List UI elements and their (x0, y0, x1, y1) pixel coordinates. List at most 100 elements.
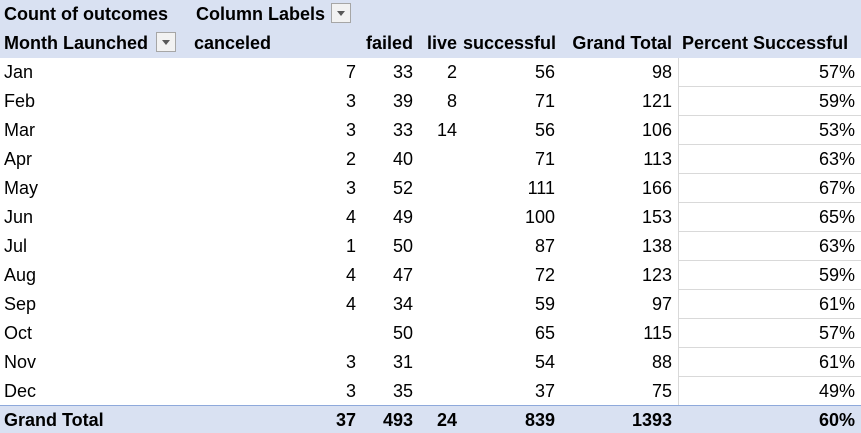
percent-successful-cell[interactable]: 63% (678, 232, 861, 261)
failed-cell[interactable]: 33 (392, 120, 413, 140)
live-cell[interactable]: 14 (436, 120, 457, 140)
month-cell[interactable]: Jan (4, 62, 34, 82)
canceled-cell[interactable]: 1 (345, 236, 356, 256)
grand-total-cell[interactable]: 88 (651, 352, 672, 372)
failed-cell[interactable]: 52 (392, 178, 413, 198)
successful-cell[interactable]: 71 (534, 91, 555, 111)
grand-total-failed[interactable]: 493 (382, 410, 413, 430)
month-cell[interactable]: May (4, 178, 39, 198)
live-cell[interactable] (419, 203, 463, 232)
month-cell[interactable]: Mar (4, 120, 35, 140)
month-cell[interactable]: Oct (4, 323, 33, 343)
successful-cell[interactable]: 87 (534, 236, 555, 256)
canceled-cell[interactable]: 4 (345, 294, 356, 314)
month-cell[interactable]: Jun (4, 207, 34, 227)
row-labels-filter-dropdown-icon[interactable] (155, 32, 176, 53)
successful-cell[interactable]: 111 (527, 178, 555, 198)
col-header-successful[interactable]: successful (463, 33, 557, 53)
percent-successful-cell[interactable]: 63% (678, 145, 861, 174)
grand-total-cell[interactable]: 98 (651, 62, 672, 82)
live-cell[interactable] (419, 232, 463, 261)
percent-successful-cell[interactable]: 53% (678, 116, 861, 145)
month-cell[interactable]: Nov (4, 352, 37, 372)
live-cell[interactable] (419, 174, 463, 203)
live-cell[interactable] (419, 145, 463, 174)
canceled-cell[interactable] (192, 319, 362, 348)
values-label[interactable]: Count of outcomes (4, 4, 168, 24)
failed-cell[interactable]: 35 (392, 381, 413, 401)
month-cell[interactable]: Feb (4, 91, 36, 111)
successful-cell[interactable]: 59 (534, 294, 555, 314)
grand-total-canceled[interactable]: 37 (335, 410, 356, 430)
percent-successful-cell[interactable]: 65% (678, 203, 861, 232)
grand-total-cell[interactable]: 153 (641, 207, 672, 227)
successful-cell[interactable]: 56 (534, 120, 555, 140)
percent-successful-cell[interactable]: 61% (678, 348, 861, 377)
successful-cell[interactable]: 72 (534, 265, 555, 285)
grand-total-percent[interactable]: 60% (818, 410, 855, 430)
successful-cell[interactable]: 54 (534, 352, 555, 372)
grand-total-cell[interactable]: 97 (651, 294, 672, 314)
failed-cell[interactable]: 40 (392, 149, 413, 169)
month-cell[interactable]: Jul (4, 236, 28, 256)
successful-cell[interactable]: 100 (524, 207, 555, 227)
canceled-cell[interactable]: 3 (345, 91, 356, 111)
grand-total-cell[interactable]: 75 (651, 381, 672, 401)
canceled-cell[interactable]: 3 (345, 178, 356, 198)
live-cell[interactable] (419, 377, 463, 406)
successful-cell[interactable]: 65 (534, 323, 555, 343)
col-header-grand-total[interactable]: Grand Total (572, 33, 672, 53)
live-cell[interactable] (419, 290, 463, 319)
row-labels-cell[interactable]: Month Launched (0, 29, 192, 58)
failed-cell[interactable]: 39 (392, 91, 413, 111)
col-header-live[interactable]: live (426, 33, 457, 53)
column-labels-filter-dropdown-icon[interactable] (331, 3, 352, 24)
canceled-cell[interactable]: 4 (345, 265, 356, 285)
canceled-cell[interactable]: 2 (345, 149, 356, 169)
canceled-cell[interactable]: 3 (345, 120, 356, 140)
live-cell[interactable]: 8 (446, 91, 457, 111)
live-cell[interactable] (419, 261, 463, 290)
failed-cell[interactable]: 50 (392, 323, 413, 343)
grand-total-cell[interactable]: 123 (641, 265, 672, 285)
month-cell[interactable]: Sep (4, 294, 37, 314)
grand-total-cell[interactable]: 113 (643, 149, 672, 169)
percent-successful-cell[interactable]: 57% (678, 319, 861, 348)
successful-cell[interactable]: 56 (534, 62, 555, 82)
col-header-failed[interactable]: failed (365, 33, 413, 53)
grand-total-label[interactable]: Grand Total (4, 410, 104, 430)
column-labels-cell[interactable]: Column Labels (192, 0, 392, 29)
successful-cell[interactable]: 71 (534, 149, 555, 169)
grand-total-successful[interactable]: 839 (524, 410, 555, 430)
percent-successful-cell[interactable]: 59% (678, 261, 861, 290)
col-header-canceled[interactable]: canceled (194, 33, 272, 53)
percent-successful-cell[interactable]: 67% (678, 174, 861, 203)
failed-cell[interactable]: 31 (392, 352, 413, 372)
canceled-cell[interactable]: 4 (345, 207, 356, 227)
live-cell[interactable] (419, 348, 463, 377)
month-cell[interactable]: Dec (4, 381, 37, 401)
failed-cell[interactable]: 33 (392, 62, 413, 82)
percent-successful-cell[interactable]: 59% (678, 87, 861, 116)
successful-cell[interactable]: 37 (534, 381, 555, 401)
canceled-cell[interactable]: 7 (345, 62, 356, 82)
failed-cell[interactable]: 34 (392, 294, 413, 314)
percent-successful-cell[interactable]: 49% (678, 377, 861, 406)
grand-total-cell[interactable]: 166 (641, 178, 672, 198)
grand-total-live[interactable]: 24 (436, 410, 457, 430)
month-cell[interactable]: Aug (4, 265, 37, 285)
grand-total-cell[interactable]: 138 (641, 236, 672, 256)
canceled-cell[interactable]: 3 (345, 381, 356, 401)
grand-total-total[interactable]: 1393 (631, 410, 672, 430)
grand-total-cell[interactable]: 106 (641, 120, 672, 140)
percent-successful-cell[interactable]: 61% (678, 290, 861, 319)
live-cell[interactable] (419, 319, 463, 348)
failed-cell[interactable]: 49 (392, 207, 413, 227)
grand-total-cell[interactable]: 121 (641, 91, 672, 111)
percent-successful-cell[interactable]: 57% (678, 58, 861, 87)
failed-cell[interactable]: 50 (392, 236, 413, 256)
month-cell[interactable]: Apr (4, 149, 33, 169)
col-header-percent-successful[interactable]: Percent Successful (682, 33, 849, 53)
canceled-cell[interactable]: 3 (345, 352, 356, 372)
failed-cell[interactable]: 47 (392, 265, 413, 285)
